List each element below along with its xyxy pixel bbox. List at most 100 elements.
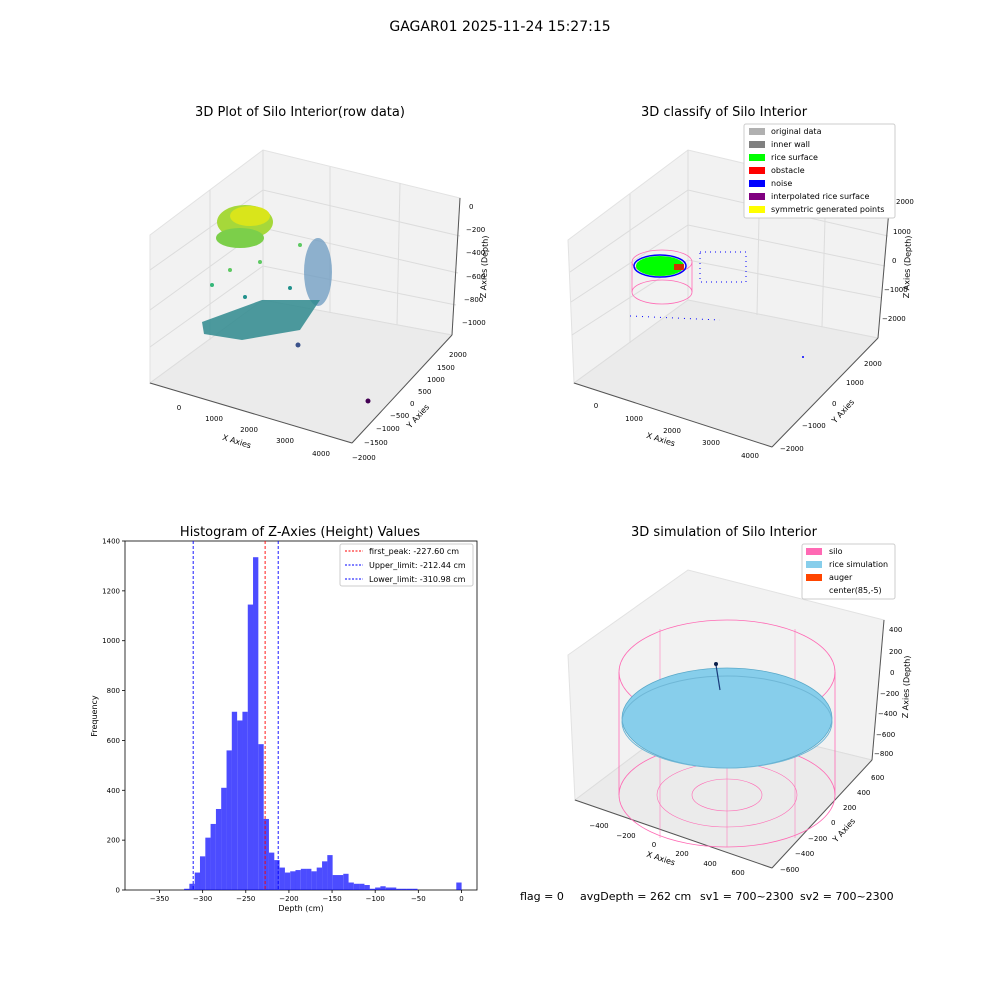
classify-legend-label: symmetric generated points [771, 205, 884, 214]
histogram-bar [332, 875, 338, 890]
histogram-bar [348, 882, 354, 890]
classify-legend-label: noise [771, 179, 792, 188]
histogram-bars [184, 557, 462, 890]
simulation-legend-swatch [806, 587, 822, 594]
raw-scatter-point [228, 268, 232, 272]
classify-zlabel: Z Axies (Depth) [902, 235, 913, 298]
raw-scatter-point [288, 286, 292, 290]
histogram-bar [290, 871, 296, 890]
histogram-y-tick-label: 200 [107, 837, 120, 845]
classify-legend-swatch [749, 180, 765, 187]
histogram-bar [247, 604, 254, 890]
simulation-rice-surface-shade [621, 675, 833, 769]
classify-noise-cluster [699, 251, 747, 283]
classify-legend-swatch [749, 167, 765, 174]
raw-grid-line [396, 182, 401, 326]
histogram-bar [279, 867, 285, 890]
raw-ztick-label: −200 [466, 226, 485, 234]
classify-3d-panel: 3D classify of Silo Interior original da… [567, 105, 914, 460]
histogram-y-ticks: 0 200 400 600 800 1000 1200 1400 [102, 538, 125, 895]
raw-outlier-point [365, 398, 371, 404]
classify-legend-label: obstacle [771, 166, 805, 175]
simulation-xtick-label: 0 [652, 841, 656, 849]
simulation-legend: silo rice simulation auger center(85,-5) [801, 543, 896, 600]
histogram-legend-label: first_peak: -227.60 cm [369, 547, 459, 556]
simulation-legend-label: center(85,-5) [829, 586, 882, 595]
histogram-legend-label: Lower_limit: -310.98 cm [369, 575, 466, 584]
simulation-xtick-label: 400 [703, 860, 716, 868]
classify-legend: original data inner wall rice surface ob… [743, 123, 896, 219]
classify-ztick-label: −1000 [884, 286, 908, 294]
footer-sv2: sv2 = 700~2300 [800, 890, 894, 903]
classify-grid-line [570, 224, 886, 303]
histogram-bar [412, 888, 418, 890]
raw-scatter-point [210, 283, 214, 287]
simulation-ytick-label: −600 [780, 866, 799, 874]
histogram-plot-area [124, 540, 478, 891]
histogram-x-tick-label: −350 [150, 895, 169, 903]
classify-xtick-label: 2000 [663, 427, 681, 435]
raw-xtick-label: 0 [177, 404, 181, 412]
histogram-x-tick-label: −100 [366, 895, 385, 903]
simulation-ytick-label: 0 [831, 819, 835, 827]
histogram-bar [210, 823, 216, 890]
simulation-legend-box [801, 543, 896, 600]
histogram-legend: first_peak: -227.60 cm Upper_limit: -212… [339, 543, 474, 587]
histogram-legend-label: Upper_limit: -212.44 cm [369, 561, 466, 570]
histogram-bar [322, 861, 328, 890]
classify-ztick-label: 1000 [893, 228, 911, 236]
classify-ztick-label: 2000 [896, 198, 914, 206]
classify-legend-swatch [749, 154, 765, 161]
histogram-bar [242, 711, 248, 890]
classify-legend-label: original data [771, 127, 822, 136]
simulation-ztick-label: −800 [874, 750, 893, 758]
simulation-ytick-label: 400 [857, 789, 870, 797]
simulation-center-mark [714, 662, 718, 666]
histogram-x-tick-label: −200 [279, 895, 298, 903]
raw-scatter-point [243, 295, 247, 299]
simulation-ztick-label: −200 [880, 690, 899, 698]
classify-xtick-label: 4000 [741, 452, 759, 460]
histogram-xlabel: Depth (cm) [278, 904, 323, 913]
raw-zlabel: Z Axies (Depth) [479, 235, 490, 298]
simulation-x-axis [574, 799, 773, 869]
classify-ztick-label: 0 [892, 257, 896, 265]
classify-ytick-label: −2000 [780, 445, 804, 453]
simulation-legend-swatch [806, 574, 822, 581]
histogram-bar [316, 867, 323, 890]
classify-grid-line [571, 259, 883, 336]
classify-legend-label: interpolated rice surface [771, 192, 869, 201]
histogram-bar [327, 855, 333, 890]
raw-ytick-label: −1000 [376, 425, 400, 433]
histogram-ylabel: Frequency [90, 695, 99, 737]
raw-y-axis [351, 334, 453, 444]
classify-legend-swatch [749, 193, 765, 200]
classify-ytick-label: 0 [832, 400, 836, 408]
histogram-panel: Histogram of Z-Axies (Height) Values 0 20… [90, 525, 478, 913]
histogram-bar [385, 887, 392, 890]
classify-legend-label: rice surface [771, 153, 818, 162]
raw-panel-title: 3D Plot of Silo Interior(row data) [195, 105, 405, 120]
simulation-xtick-label: 600 [731, 869, 744, 877]
histogram-bar [284, 872, 291, 890]
simulation-legend-label: silo [829, 547, 843, 556]
classify-legend-swatch [749, 206, 765, 213]
simulation-legend-label: rice simulation [829, 560, 888, 569]
histogram-bar [231, 711, 238, 890]
classify-z-axis [877, 197, 891, 339]
histogram-y-tick-label: 0 [116, 887, 120, 895]
histogram-bar [184, 888, 190, 890]
histogram-bar [237, 720, 243, 890]
simulation-ytick-label: 600 [871, 774, 884, 782]
classify-ytick-label: 2000 [864, 360, 882, 368]
raw-ztick-label: −800 [464, 296, 483, 304]
histogram-x-tick-label: −50 [411, 895, 426, 903]
simulation-legend-label: auger [829, 573, 853, 582]
histogram-bar [359, 883, 365, 890]
footer-sv1: sv1 = 700~2300 [700, 890, 794, 903]
simulation-xlabel: X Axies [645, 850, 676, 868]
simulation-xtick-label: −200 [616, 832, 635, 840]
histogram-bar [253, 557, 259, 890]
histogram-bar [194, 872, 201, 890]
classify-xtick-label: 3000 [702, 439, 720, 447]
